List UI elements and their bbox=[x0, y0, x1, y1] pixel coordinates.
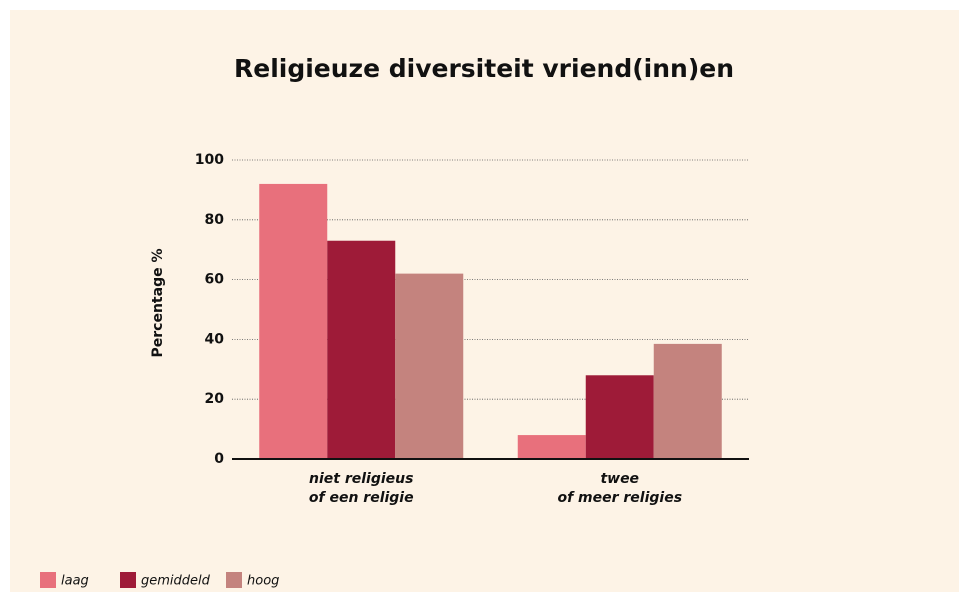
legend-swatch bbox=[226, 572, 242, 588]
y-tick-label: 0 bbox=[214, 451, 224, 467]
bar bbox=[395, 273, 464, 459]
legend-label: gemiddeld bbox=[141, 574, 211, 589]
x-tick-label: twee bbox=[600, 471, 639, 487]
bar bbox=[517, 435, 586, 459]
bar bbox=[259, 183, 328, 460]
legend-label: hoog bbox=[247, 574, 279, 589]
y-tick-label: 20 bbox=[205, 391, 225, 407]
x-tick-label: niet religieus bbox=[309, 471, 413, 487]
y-tick-label: 60 bbox=[205, 272, 225, 288]
chart-title: Religieuze diversiteit vriend(inn)en bbox=[234, 54, 734, 83]
legend-swatch bbox=[40, 572, 56, 588]
bar bbox=[585, 375, 654, 459]
bar bbox=[327, 240, 396, 459]
y-axis-label: Percentage % bbox=[150, 249, 166, 358]
x-tick-label: of een religie bbox=[309, 490, 414, 506]
y-tick-label: 80 bbox=[205, 212, 225, 228]
y-tick-label: 100 bbox=[195, 152, 224, 168]
y-tick-label: 40 bbox=[205, 331, 225, 347]
legend-swatch bbox=[120, 572, 136, 588]
legend-label: laag bbox=[61, 574, 89, 589]
x-tick-label: of meer religies bbox=[557, 490, 682, 506]
bar bbox=[653, 343, 722, 459]
background bbox=[10, 10, 959, 592]
